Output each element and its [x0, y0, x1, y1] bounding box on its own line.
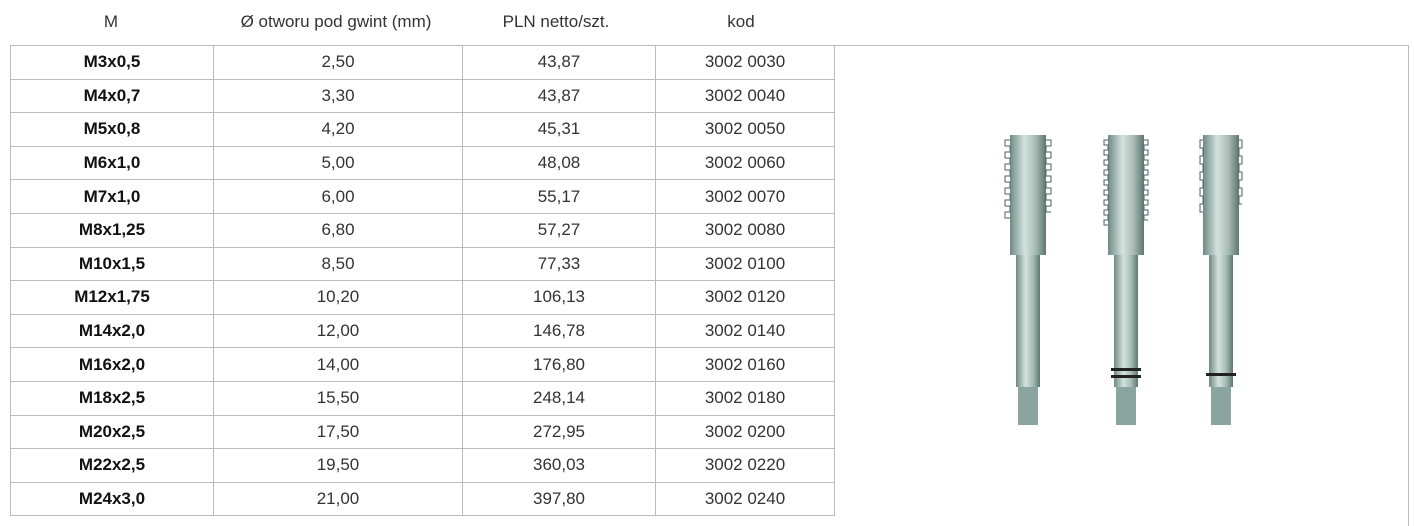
- table-cell: 3002 0120: [656, 281, 835, 315]
- table-cell: M10x1,5: [11, 247, 214, 281]
- table-cell: M4x0,7: [11, 79, 214, 113]
- taps-image: [960, 120, 1290, 440]
- table-cell: 12,00: [214, 314, 463, 348]
- table-cell: 3002 0050: [656, 113, 835, 147]
- table-cell: 3002 0140: [656, 314, 835, 348]
- table-cell: M24x3,0: [11, 482, 214, 516]
- table-cell: M6x1,0: [11, 146, 214, 180]
- table-cell: 146,78: [463, 314, 656, 348]
- table-cell: 3002 0060: [656, 146, 835, 180]
- table-cell: M20x2,5: [11, 415, 214, 449]
- table-cell: 3002 0070: [656, 180, 835, 214]
- table-cell: 45,31: [463, 113, 656, 147]
- table-cell: M7x1,0: [11, 180, 214, 214]
- table-cell: 360,03: [463, 449, 656, 483]
- table-cell: M14x2,0: [11, 314, 214, 348]
- table-cell: 4,20: [214, 113, 463, 147]
- column-header: M: [10, 0, 212, 44]
- table-cell: 248,14: [463, 381, 656, 415]
- table-cell: 3002 0180: [656, 381, 835, 415]
- table-cell: 3,30: [214, 79, 463, 113]
- tap: [1200, 135, 1242, 425]
- table-cell: 57,27: [463, 213, 656, 247]
- table-cell: 8,50: [214, 247, 463, 281]
- table-cell: M18x2,5: [11, 381, 214, 415]
- tap: [1005, 135, 1051, 425]
- table-cell: 5,00: [214, 146, 463, 180]
- table-cell: 176,80: [463, 348, 656, 382]
- table-cell: 3002 0040: [656, 79, 835, 113]
- table-cell: 21,00: [214, 482, 463, 516]
- table-cell: 3002 0030: [656, 46, 835, 80]
- table-cell: 19,50: [214, 449, 463, 483]
- table-cell: M8x1,25: [11, 213, 214, 247]
- column-header: kod: [652, 0, 830, 44]
- table-cell: 3002 0240: [656, 482, 835, 516]
- table-cell: M12x1,75: [11, 281, 214, 315]
- table-cell: 3002 0200: [656, 415, 835, 449]
- table-cell: 10,20: [214, 281, 463, 315]
- table-cell: 6,00: [214, 180, 463, 214]
- tap: [1104, 135, 1148, 425]
- table-cell: 6,80: [214, 213, 463, 247]
- column-header: PLN netto/szt.: [460, 0, 652, 44]
- table-cell: 3002 0080: [656, 213, 835, 247]
- table-cell: 2,50: [214, 46, 463, 80]
- table-cell: 15,50: [214, 381, 463, 415]
- table-cell: 3002 0100: [656, 247, 835, 281]
- table-cell: 3002 0160: [656, 348, 835, 382]
- table-cell: 55,17: [463, 180, 656, 214]
- table-cell: 77,33: [463, 247, 656, 281]
- table-cell: 397,80: [463, 482, 656, 516]
- table-cell: M22x2,5: [11, 449, 214, 483]
- table-cell: 43,87: [463, 46, 656, 80]
- table-cell: M5x0,8: [11, 113, 214, 147]
- table-cell: 14,00: [214, 348, 463, 382]
- table-cell: 17,50: [214, 415, 463, 449]
- table-cell: 48,08: [463, 146, 656, 180]
- table-cell: 272,95: [463, 415, 656, 449]
- table-cell: M3x0,5: [11, 46, 214, 80]
- table-cell: 43,87: [463, 79, 656, 113]
- column-header: Ø otworu pod gwint (mm): [212, 0, 460, 44]
- table-cell: 106,13: [463, 281, 656, 315]
- table-cell: 3002 0220: [656, 449, 835, 483]
- table-cell: M16x2,0: [11, 348, 214, 382]
